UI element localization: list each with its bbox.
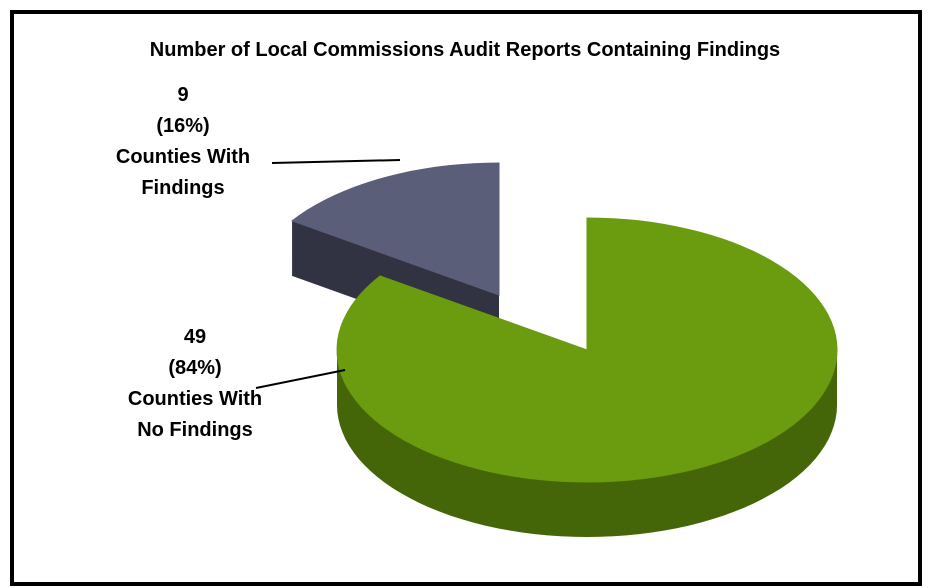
chart-title: Number of Local Commissions Audit Report… xyxy=(149,39,781,61)
pie xyxy=(291,162,838,537)
percent-label: (84%) xyxy=(168,357,222,379)
category-label: Counties With No Findings xyxy=(127,388,263,441)
category-label: Counties With Findings xyxy=(115,146,251,199)
slice-wall xyxy=(337,350,837,537)
slice xyxy=(336,217,838,483)
value-label: 9 xyxy=(177,84,189,106)
slice xyxy=(291,162,500,296)
percent-label: (16%) xyxy=(156,115,210,137)
leader-line xyxy=(255,369,346,389)
value-label: 49 xyxy=(183,326,207,348)
data-label: 9 (16%) Counties With Findings xyxy=(93,80,273,204)
leader-line xyxy=(271,159,401,164)
data-label: 49 (84%) Counties With No Findings xyxy=(100,322,290,446)
slice-shade xyxy=(337,350,837,537)
